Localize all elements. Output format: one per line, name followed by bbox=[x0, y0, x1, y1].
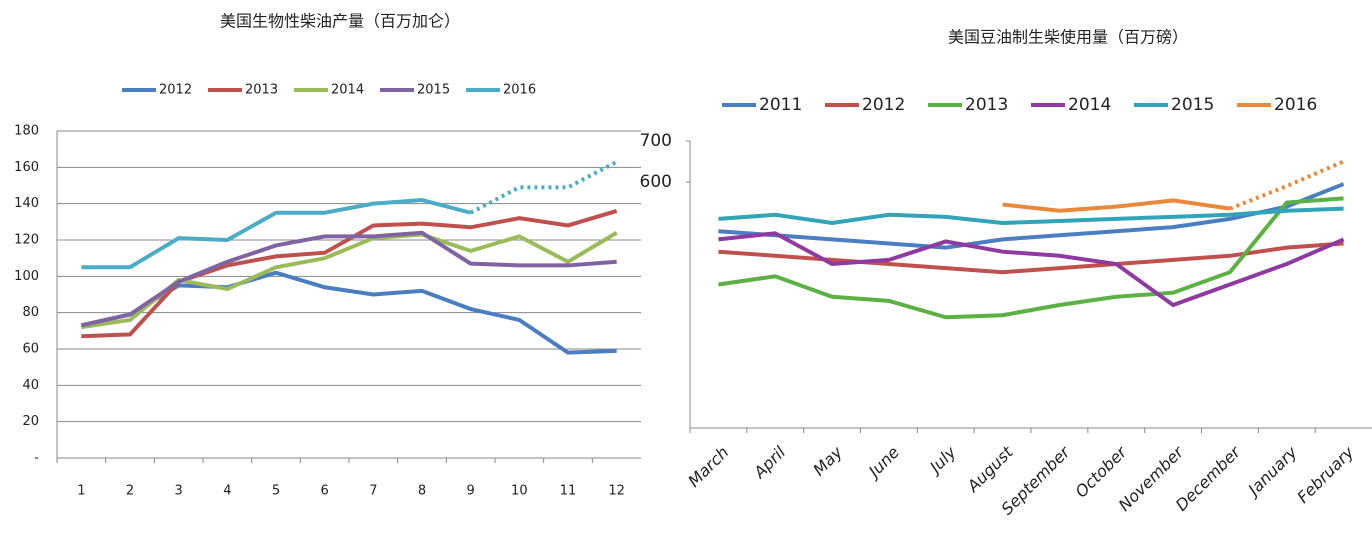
x-tick-label: July bbox=[924, 442, 960, 478]
y-tick-label: 100 bbox=[14, 269, 39, 284]
legend-label: 2016 bbox=[503, 83, 536, 98]
y-tick-label: 40 bbox=[22, 378, 39, 393]
series-line bbox=[718, 196, 1344, 320]
legend-label: 2012 bbox=[862, 95, 905, 115]
x-tick-label: 7 bbox=[369, 484, 377, 499]
x-tick-label: 4 bbox=[223, 484, 231, 499]
x-tick-label: March bbox=[684, 443, 732, 491]
legend-label: 2016 bbox=[1274, 95, 1317, 115]
legend-label: 2012 bbox=[159, 83, 192, 98]
x-tick-label: 8 bbox=[418, 484, 426, 499]
series-line bbox=[81, 209, 618, 339]
chart-title: 美国豆油制生柴使用量（百万磅） bbox=[948, 28, 1188, 47]
x-tick-label: 9 bbox=[467, 484, 475, 499]
series-line bbox=[718, 182, 1345, 250]
legend-label: 2015 bbox=[1171, 95, 1214, 115]
series-line bbox=[80, 230, 617, 328]
legend-label: 2013 bbox=[965, 95, 1008, 115]
x-tick-label: 5 bbox=[272, 484, 280, 499]
legend-label: 2013 bbox=[245, 83, 278, 98]
series-line bbox=[81, 198, 472, 270]
x-tick-label: January bbox=[1242, 442, 1301, 501]
series-line bbox=[718, 231, 1345, 308]
y-tick-label: 20 bbox=[22, 414, 39, 429]
series-line bbox=[1002, 198, 1231, 213]
y-tick-label: 120 bbox=[14, 233, 39, 248]
y-tick-label: 700 bbox=[640, 131, 672, 151]
legend-label: 2014 bbox=[1068, 95, 1111, 115]
x-tick-label: 3 bbox=[175, 484, 183, 499]
x-tick-label: May bbox=[809, 442, 846, 479]
legend-label: 2015 bbox=[417, 83, 450, 98]
y-tick-label: 600 bbox=[640, 172, 672, 192]
y-tick-label: 140 bbox=[14, 196, 39, 211]
x-tick-label: 2 bbox=[126, 484, 134, 499]
y-tick-label: 180 bbox=[14, 124, 39, 139]
y-tick-label: 60 bbox=[22, 342, 39, 357]
y-tick-label: 80 bbox=[22, 305, 39, 320]
x-tick-label: 10 bbox=[511, 484, 528, 499]
x-tick-label: 11 bbox=[560, 484, 577, 499]
y-tick-label: 160 bbox=[14, 160, 39, 175]
y-tick-label: - bbox=[34, 451, 39, 466]
legend-label: 2014 bbox=[331, 83, 364, 98]
x-tick-label: October bbox=[1072, 442, 1132, 502]
x-tick-label: April bbox=[749, 442, 789, 482]
x-tick-label: August bbox=[963, 442, 1017, 496]
series-line bbox=[469, 160, 618, 215]
x-tick-label: 1 bbox=[77, 484, 85, 499]
legend-label: 2011 bbox=[759, 95, 802, 115]
chart-title: 美国生物性柴油产量（百万加仑） bbox=[220, 12, 460, 31]
x-tick-label: June bbox=[863, 442, 903, 482]
x-tick-label: 12 bbox=[608, 484, 625, 499]
x-tick-label: 6 bbox=[321, 484, 329, 499]
x-tick-label: February bbox=[1293, 442, 1358, 507]
series-line bbox=[718, 206, 1344, 226]
